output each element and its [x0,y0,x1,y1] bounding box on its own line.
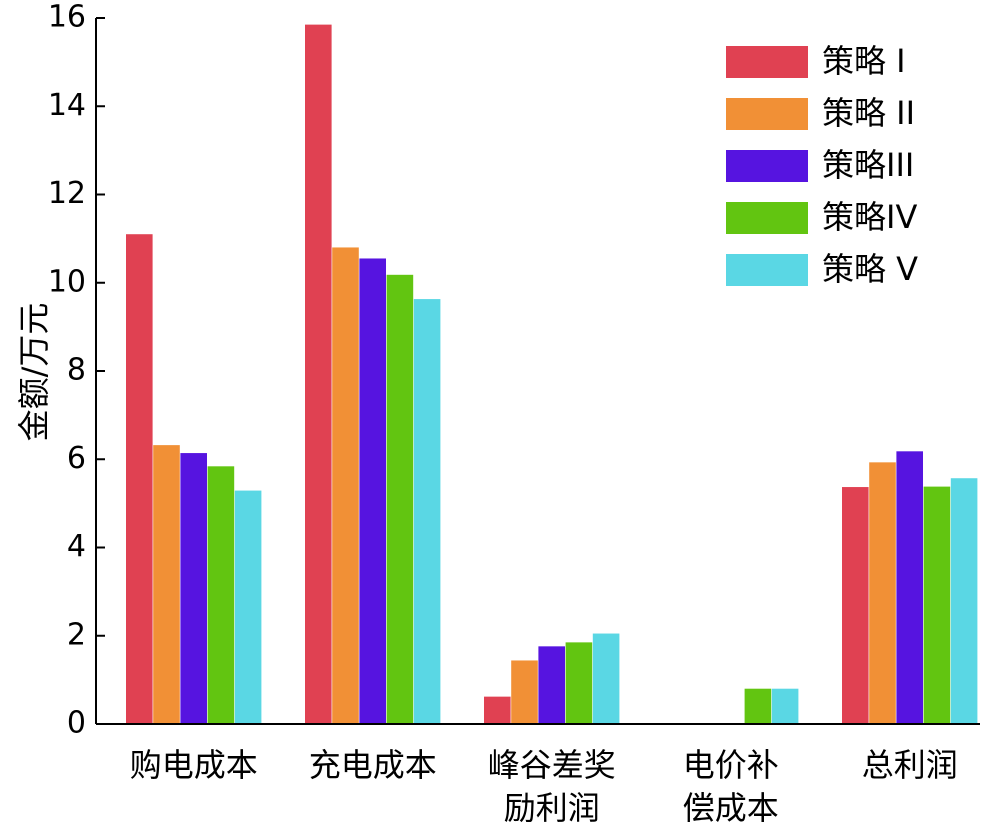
legend-swatch-3 [726,150,808,182]
legend-swatch-4 [726,202,808,234]
bar-5-3 [592,633,620,724]
category-label: 励利润 [504,789,600,826]
y-tick-label: 6 [67,441,86,476]
category-label: 购电成本 [130,746,258,784]
bars-group [126,24,978,724]
bar-3-3 [538,646,565,724]
bar-4-3 [565,642,593,724]
category-label: 偿成本 [683,789,779,826]
y-tick-label: 10 [48,264,86,299]
y-tick-label: 14 [48,88,86,123]
legend-swatch-5 [726,254,808,286]
y-tick-label: 2 [67,617,86,652]
bar-2-1 [153,445,180,724]
bar-3-1 [180,453,207,724]
y-tick-label: 8 [67,353,86,388]
legend-label-5: 策略 V [822,250,918,288]
bar-5-1 [234,490,262,724]
bar-1-1 [126,234,153,724]
bar-4-4 [744,688,772,724]
bar-5-5 [950,478,978,724]
bar-4-1 [207,466,235,724]
legend-label-3: 策略III [822,146,914,184]
bar-3-2 [359,258,386,724]
legend-label-1: 策略 I [822,42,906,80]
y-tick-label: 0 [67,706,86,741]
category-label: 峰谷差奖 [488,746,616,784]
category-label: 总利润 [862,746,958,784]
legend-label-4: 策略IV [822,198,917,236]
bar-2-3 [511,660,538,724]
y-tick-label: 16 [48,0,86,35]
y-tick-label: 12 [48,176,86,211]
y-tick-label: 4 [67,529,86,564]
bar-3-5 [896,451,923,724]
legend: 策略 I 策略 II 策略III 策略IV 策略 V [726,42,918,288]
bar-5-2 [413,299,441,724]
bar-5-4 [771,688,799,724]
bar-1-2 [305,24,332,724]
bar-2-2 [332,247,359,724]
bar-4-2 [386,274,414,724]
y-axis-title: 金额/万元 [15,303,53,442]
bar-1-3 [484,696,511,724]
legend-label-2: 策略 II [822,94,915,132]
bar-1-5 [842,487,869,724]
category-label: 充电成本 [309,746,437,784]
category-label: 电价补 [683,746,779,784]
legend-swatch-1 [726,46,808,78]
legend-swatch-2 [726,98,808,130]
bar-4-5 [923,486,951,724]
bar-2-5 [869,462,896,724]
